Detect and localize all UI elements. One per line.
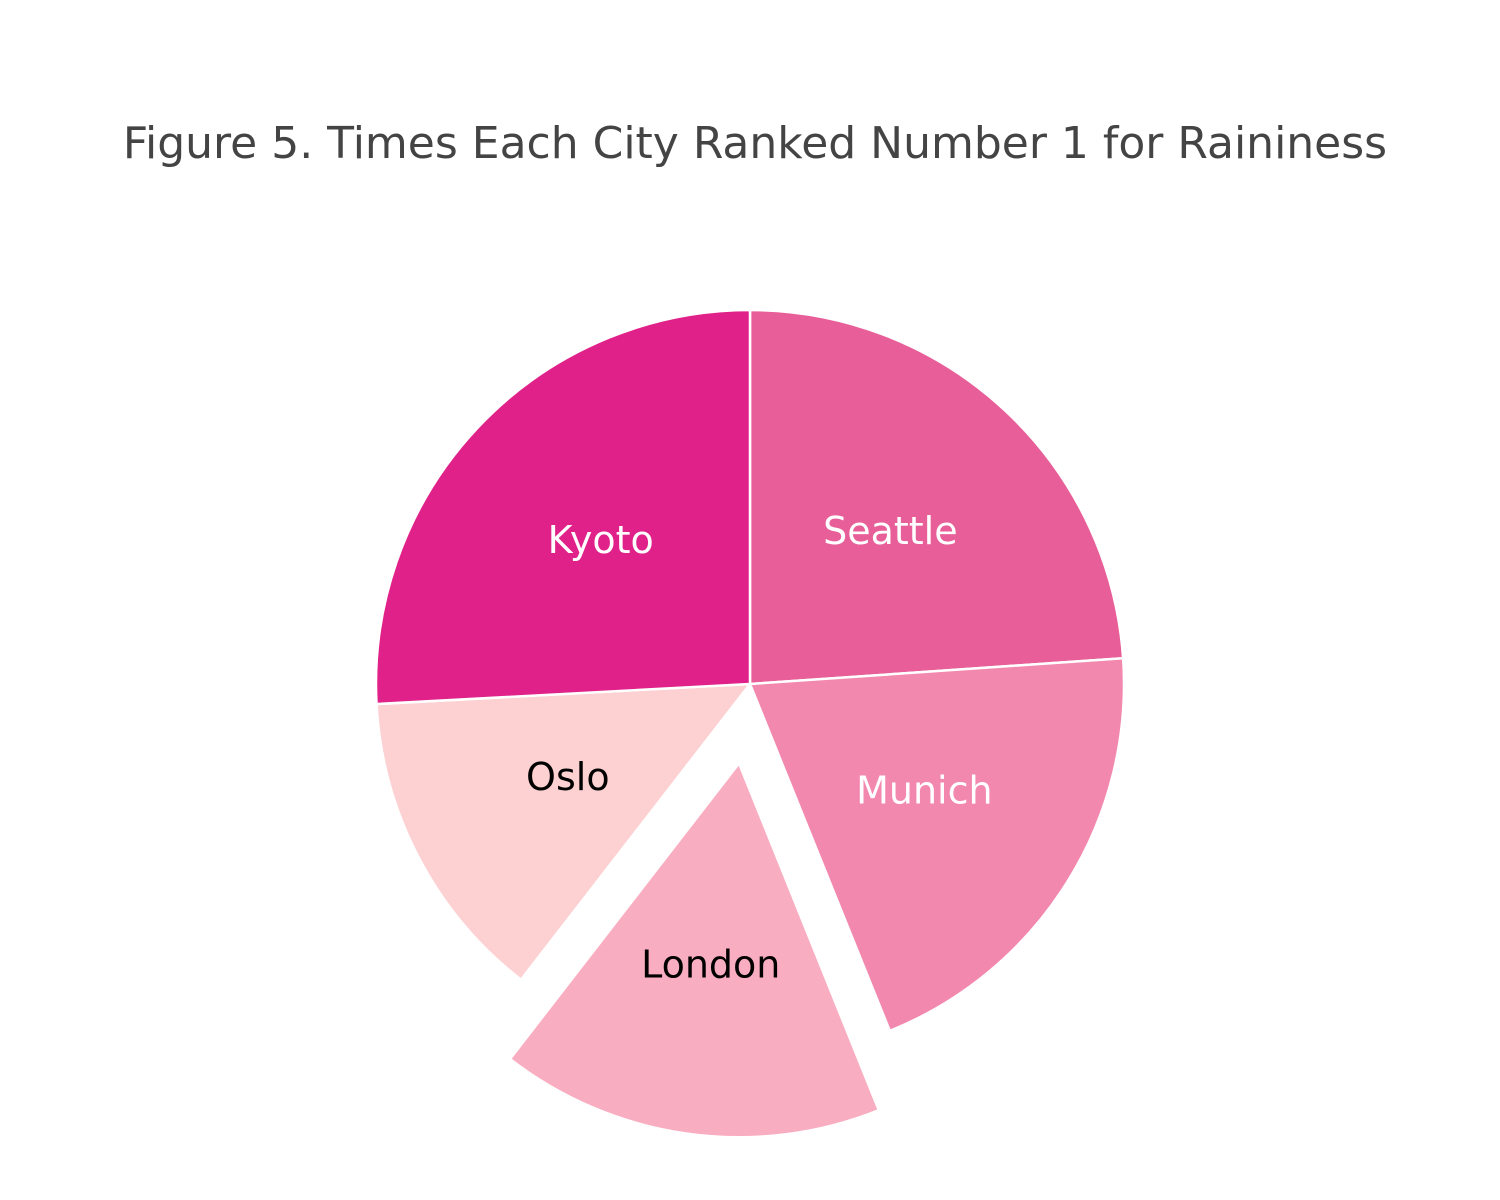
pie-labels: Seattle Munich London Oslo Kyoto: [526, 509, 993, 986]
pie-slice-oslo: [375, 682, 752, 981]
pie-slice-seattle: [748, 308, 1125, 686]
slice-label-munich: Munich: [856, 769, 993, 813]
pie-slice-london: [508, 761, 881, 1139]
chart-title: Figure 5. Times Each City Ranked Number …: [123, 118, 1387, 169]
slice-label-london: London: [641, 942, 780, 986]
slice-label-seattle: Seattle: [823, 509, 958, 553]
slice-label-kyoto: Kyoto: [548, 518, 654, 562]
slice-label-oslo: Oslo: [526, 755, 610, 799]
pie-slices: [374, 308, 1126, 1139]
pie-slice-munich: [748, 656, 1126, 1033]
pie-slice-kyoto: [374, 308, 752, 706]
